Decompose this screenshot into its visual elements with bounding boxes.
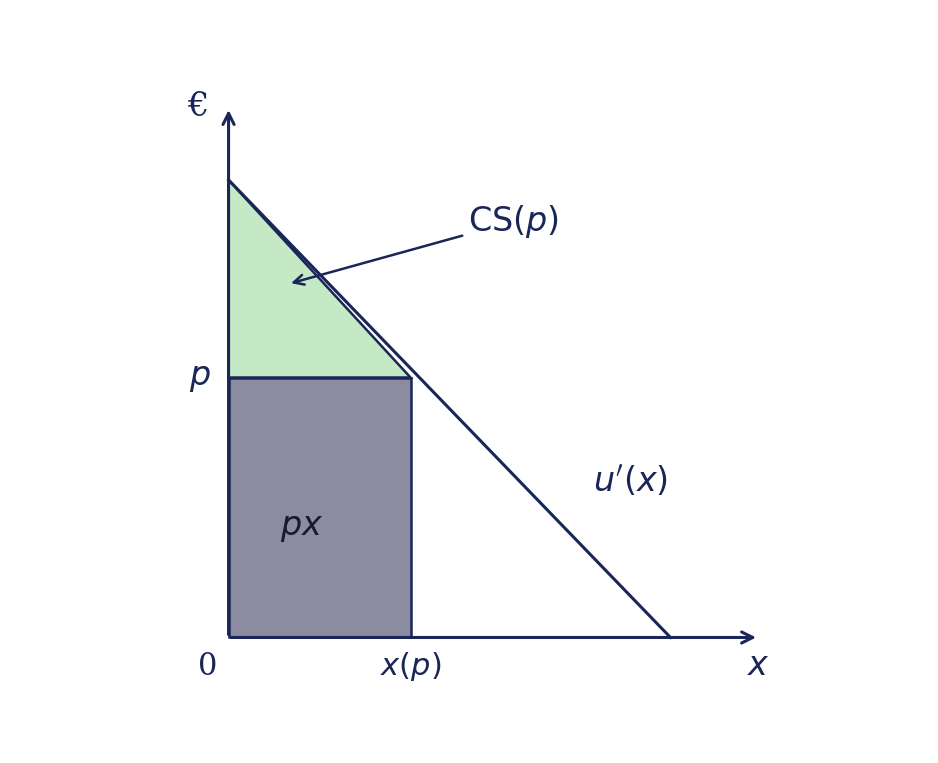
Text: $p$: $p$: [189, 362, 211, 394]
Text: $\mathrm{CS}(p)$: $\mathrm{CS}(p)$: [294, 203, 558, 285]
Text: $x$: $x$: [748, 650, 770, 682]
Polygon shape: [229, 378, 411, 637]
Text: $px$: $px$: [280, 512, 323, 544]
Polygon shape: [229, 180, 411, 378]
Text: 0: 0: [198, 651, 218, 681]
Text: €: €: [187, 91, 208, 123]
Text: $x(p)$: $x(p)$: [380, 649, 441, 683]
Text: $u'(x)$: $u'(x)$: [593, 464, 668, 499]
